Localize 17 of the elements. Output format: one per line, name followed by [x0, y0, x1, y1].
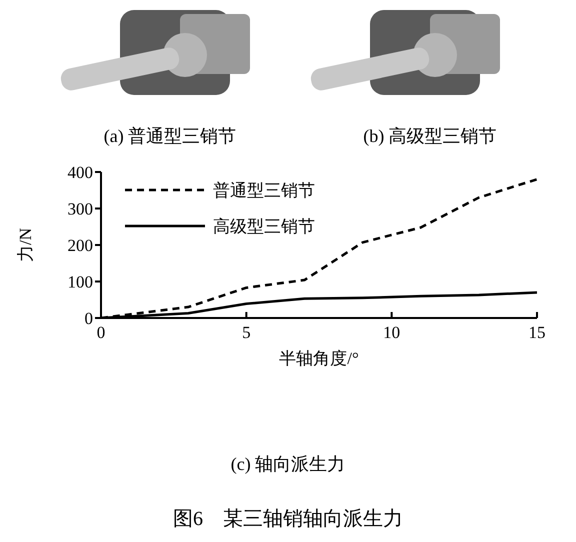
y-axis-title: 力/N: [16, 228, 36, 262]
x-axis-title: 半轴角度/°: [279, 349, 359, 368]
y-tick-label: 300: [68, 200, 93, 219]
y-tick-label: 0: [84, 309, 93, 328]
text: 图6 某三轴销轴向派生力: [172, 507, 404, 532]
y-tick-label: 200: [68, 236, 93, 256]
text: (b) 高级型三销节: [362, 125, 498, 148]
y-tick-label: 100: [68, 272, 93, 292]
legend-label: 普通型三销节: [213, 180, 315, 202]
x-tick-label: 0: [96, 323, 106, 342]
text: (a) 普通型三销节: [102, 125, 238, 148]
text: (c) 轴向派生力: [230, 453, 346, 476]
x-tick-label: 10: [383, 323, 400, 342]
y-tick-label: 400: [68, 163, 93, 182]
x-tick-label: 5: [242, 323, 251, 342]
legend-label: 高级型三销节: [213, 216, 315, 238]
x-tick-label: 15: [528, 323, 546, 342]
